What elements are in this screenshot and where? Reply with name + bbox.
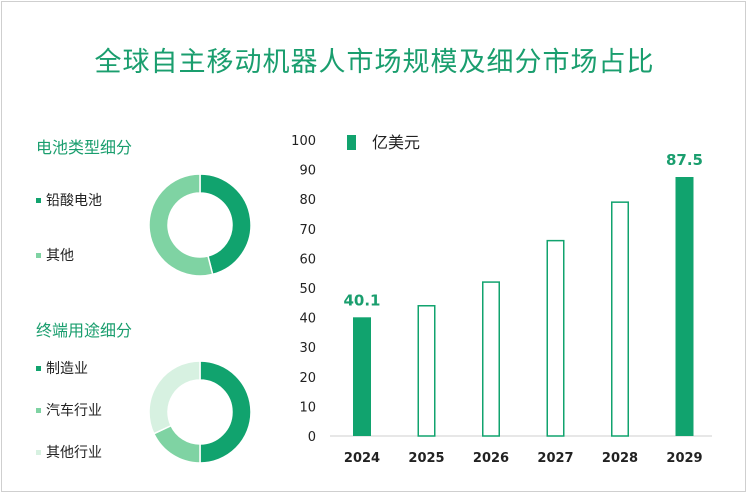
x-tick-label: 2024: [344, 451, 380, 466]
legend-swatch: [36, 197, 41, 203]
legend-swatch: [36, 365, 41, 371]
x-tick-label: 2028: [602, 451, 638, 466]
legend-label: 铅酸电池: [46, 193, 102, 209]
legend-swatch: [36, 407, 41, 413]
x-tick-label: 2026: [473, 451, 509, 466]
bar-2028: [611, 201, 629, 437]
y-tick-label: 80: [299, 193, 316, 208]
y-tick-label: 60: [299, 252, 316, 267]
y-tick-label: 10: [299, 400, 316, 415]
enduse-section-title: 终端用途细分: [36, 321, 133, 340]
legend-item-other-battery: 其他: [36, 245, 74, 265]
enduse-donut-chart: [148, 360, 252, 464]
legend-item-lead-acid: 铅酸电池: [36, 190, 102, 210]
legend-swatch: [347, 135, 356, 150]
legend-swatch: [36, 252, 41, 258]
legend-item-manufacturing: 制造业: [36, 358, 88, 378]
donut-slice-其他: [148, 173, 214, 277]
bar-2026: [482, 281, 500, 437]
legend-label: 其他: [46, 248, 74, 264]
data-label-2024: 40.1: [343, 291, 380, 309]
legend-label: 制造业: [46, 361, 88, 377]
y-tick-label: 0: [308, 430, 316, 445]
legend-label: 汽车行业: [46, 403, 102, 419]
legend-label: 亿美元: [372, 133, 420, 152]
bar-2029: [675, 177, 694, 436]
y-tick-label: 30: [299, 341, 316, 356]
y-tick-label: 90: [299, 164, 316, 179]
legend-label: 其他行业: [46, 445, 102, 461]
legend-item-other-industries: 其他行业: [36, 442, 102, 462]
y-tick-label: 40: [299, 312, 316, 327]
legend-item-automotive: 汽车行业: [36, 400, 102, 420]
y-tick-label: 100: [291, 134, 316, 149]
donut-slice-其他行业: [148, 360, 201, 435]
donut-slice-制造业: [199, 360, 252, 464]
x-tick-label: 2027: [537, 451, 573, 466]
battery-donut-chart: [148, 173, 252, 277]
legend-swatch: [36, 449, 41, 455]
donut-slice-铅酸电池: [199, 173, 252, 276]
bar-2025: [417, 305, 436, 437]
x-tick-label: 2029: [666, 451, 702, 466]
y-tick-label: 50: [299, 282, 316, 297]
data-label-2029: 87.5: [666, 151, 703, 169]
bar-2024: [353, 317, 371, 436]
bar-2027: [546, 239, 565, 437]
page-title: 全球自主移动机器人市场规模及细分市场占比: [94, 47, 655, 78]
x-tick-label: 2025: [408, 451, 444, 466]
battery-section-title: 电池类型细分: [36, 138, 133, 157]
y-tick-label: 20: [299, 371, 316, 386]
y-tick-label: 70: [299, 223, 316, 238]
